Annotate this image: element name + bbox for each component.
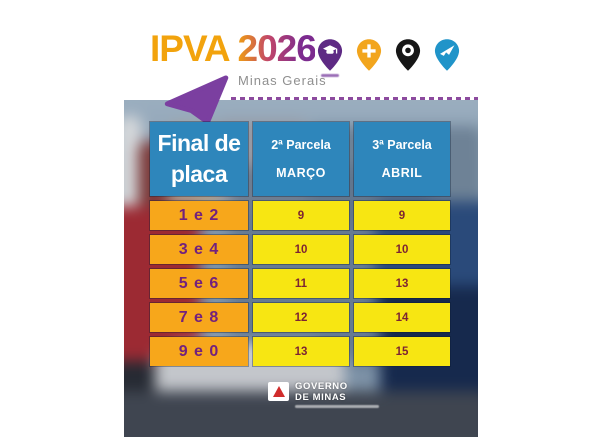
logo-line1: GOVERNO <box>295 381 348 392</box>
plate-cell: 7 e 8 <box>150 303 248 332</box>
road <box>124 391 478 437</box>
graduation-cap-pin-icon <box>317 38 343 77</box>
plate-cell: 3 e 4 <box>150 235 248 264</box>
header-line: placa <box>170 161 228 187</box>
abril-cell: 15 <box>354 337 450 366</box>
abril-cell: 9 <box>354 201 450 230</box>
plane-pin-icon <box>434 38 460 72</box>
building <box>124 116 142 211</box>
col-header-3a-parcela: 3ª Parcela ABRIL <box>354 122 450 196</box>
logo-line2: DE MINAS <box>295 391 347 403</box>
dashed-divider <box>231 97 478 100</box>
marco-cell: 9 <box>253 201 349 230</box>
governo-de-minas-logo: GOVERNO DE MINAS <box>268 381 379 408</box>
abril-cell: 10 <box>354 235 450 264</box>
header-line: 2ª Parcela <box>271 138 331 152</box>
header-line: Final de <box>157 130 241 156</box>
col-header-2a-parcela: 2ª Parcela MARÇO <box>253 122 349 196</box>
abril-cell: 13 <box>354 269 450 298</box>
header-line: 3ª Parcela <box>372 138 432 152</box>
marco-cell: 10 <box>253 235 349 264</box>
page-title: IPVA 2026 <box>150 28 317 69</box>
marco-cell: 13 <box>253 337 349 366</box>
marco-cell: 12 <box>253 303 349 332</box>
logo-tagline-illegible <box>295 405 379 408</box>
plate-cell: 1 e 2 <box>150 201 248 230</box>
col-header-final-de-placa: Final de placa <box>150 122 248 196</box>
plus-pin-icon <box>356 38 382 72</box>
marco-cell: 11 <box>253 269 349 298</box>
pin-caption-illegible <box>321 74 339 77</box>
header-line: MARÇO <box>276 166 326 180</box>
plate-cell: 9 e 0 <box>150 337 248 366</box>
purple-arrow-icon <box>164 75 229 125</box>
header-line: ABRIL <box>381 166 423 180</box>
red-triangle-icon <box>272 386 285 397</box>
abril-cell: 14 <box>354 303 450 332</box>
plate-cell: 5 e 6 <box>150 269 248 298</box>
ipva-schedule-table: Final de placa 2ª Parcela MARÇO 3ª Parce… <box>150 122 450 366</box>
camera-dot-pin-icon <box>395 38 421 72</box>
category-pins <box>317 38 460 77</box>
page-subtitle: Minas Gerais <box>238 73 327 88</box>
minas-gerais-emblem-icon <box>268 382 289 401</box>
